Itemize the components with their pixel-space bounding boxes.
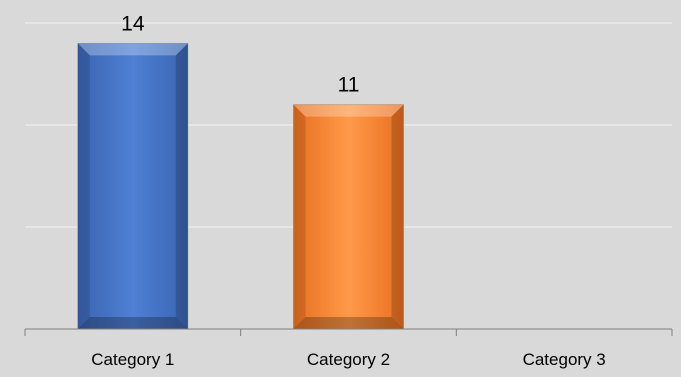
bar-bevel-left [293,104,306,329]
data-label: 14 [121,12,145,35]
bar-body [293,104,404,329]
bar-body [77,43,188,330]
data-label: 11 [338,74,360,97]
bar-bevel-bottom [293,317,404,329]
bar-bevel-left [77,43,90,330]
x-axis: Category 1 Category 2 Category 3 [24,328,673,369]
bars [77,42,404,330]
bar [77,42,189,330]
bar [293,104,404,330]
bar-bevel-right [175,43,188,330]
bar-bevel-right [391,104,404,329]
bar-bevel-top [77,43,188,56]
x-tick-label: Category 2 [307,350,390,369]
bar-bevel-top [293,104,404,117]
x-tick-label: Category 3 [523,350,606,369]
data-labels: 14 11 [121,12,359,96]
x-tick-label: Category 1 [91,350,174,369]
bar-bevel-bottom [77,317,188,329]
